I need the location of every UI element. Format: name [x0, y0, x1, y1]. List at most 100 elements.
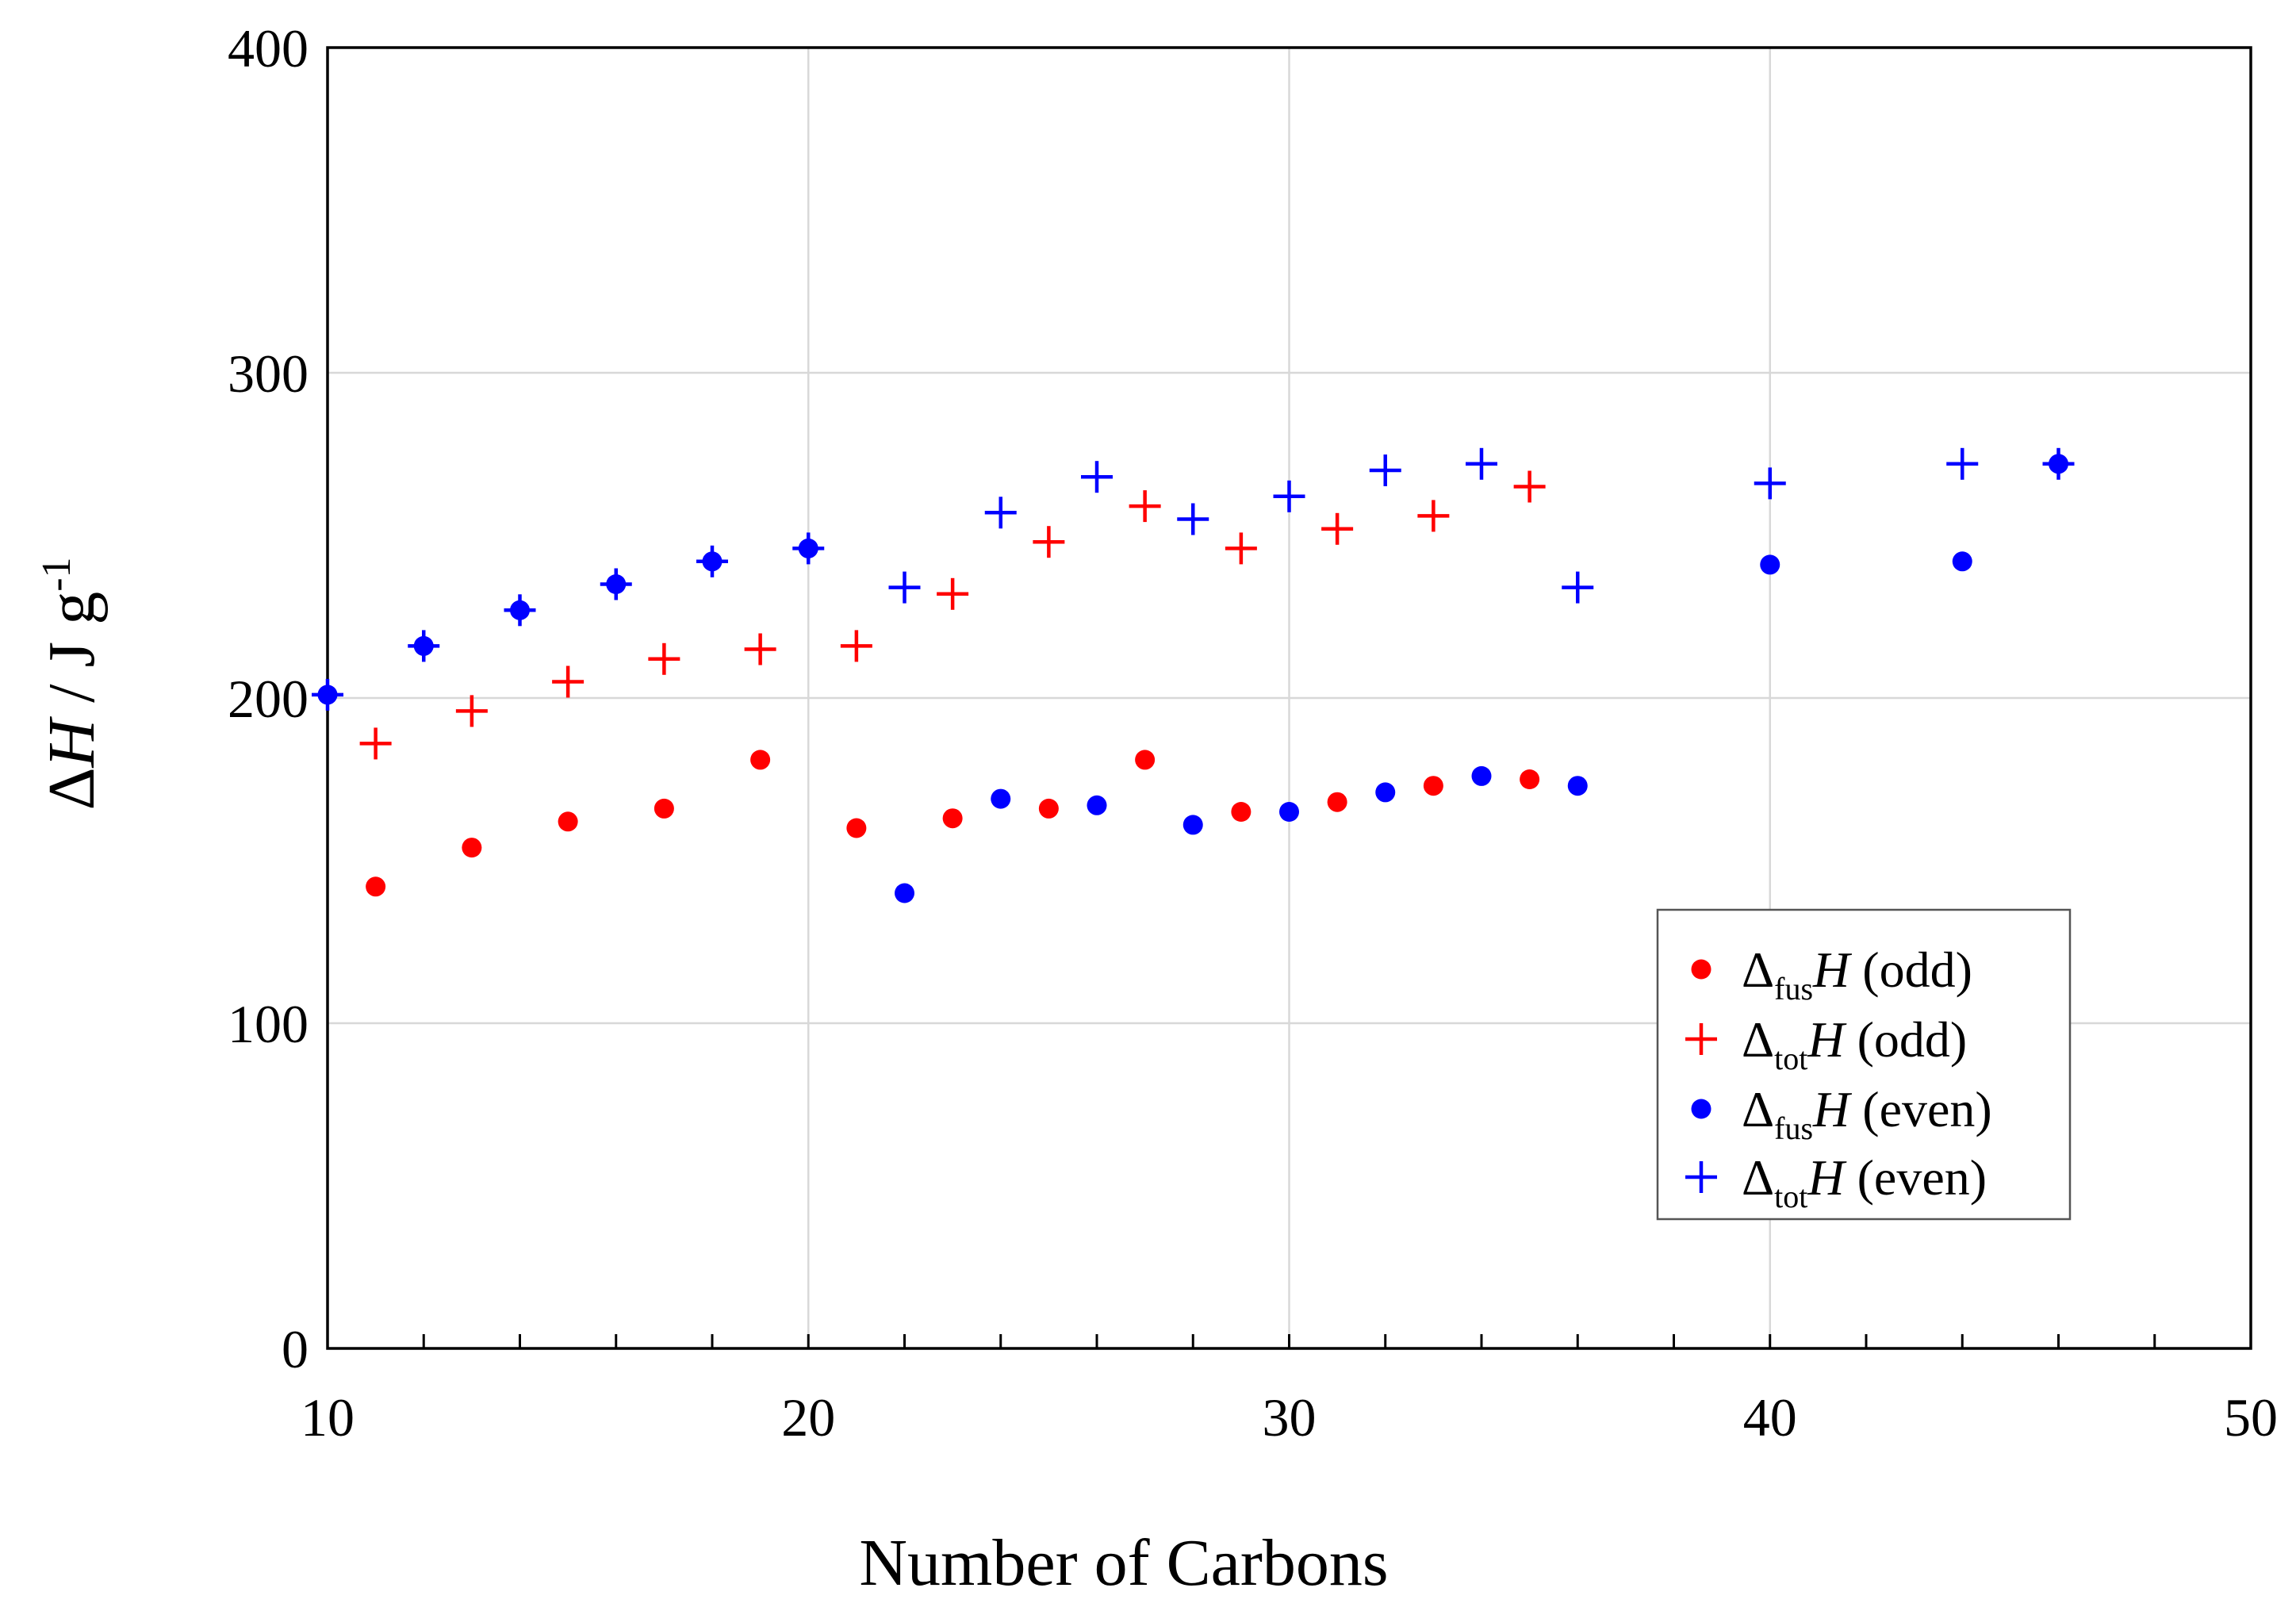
- series-1: [359, 470, 1546, 760]
- data-point: [942, 808, 963, 829]
- data-point: [984, 497, 1017, 529]
- data-point: [895, 883, 914, 903]
- legend-subscript: tot: [1774, 1041, 1807, 1076]
- data-point: [1760, 554, 1780, 575]
- y-tick-label: 0: [282, 1319, 309, 1379]
- data-point: [1273, 480, 1305, 512]
- legend-variable: H: [1812, 1081, 1853, 1137]
- legend-delta: Δ: [1742, 942, 1774, 998]
- data-point: [744, 633, 776, 665]
- legend-box: [1656, 908, 2072, 1221]
- data-point: [937, 577, 969, 610]
- y-tick-label: 300: [228, 343, 309, 404]
- data-point: [408, 630, 440, 662]
- legend-suffix: (even): [1845, 1149, 1987, 1206]
- legend-subscript: tot: [1774, 1179, 1807, 1214]
- data-point: [1417, 500, 1450, 532]
- legend-label: ΔfusH (odd): [1742, 942, 1972, 1007]
- legend-delta: Δ: [1742, 1149, 1774, 1206]
- data-point: [1327, 792, 1347, 812]
- data-point: [1423, 776, 1443, 796]
- data-point: [888, 571, 921, 604]
- legend-suffix: (odd): [1845, 1011, 1968, 1068]
- data-point: [1081, 461, 1113, 493]
- data-point: [1471, 765, 1492, 786]
- data-point: [1567, 776, 1588, 796]
- x-tick-label: 30: [1263, 1387, 1317, 1448]
- y-axis-title-exponent: -1: [34, 557, 79, 591]
- axis-ticks: [422, 1334, 2156, 1348]
- data-points: [312, 447, 2075, 903]
- data-point: [1129, 490, 1161, 523]
- data-point: [840, 630, 872, 662]
- data-point: [991, 788, 1011, 809]
- data-point: [1562, 571, 1594, 604]
- legend-variable: H: [1812, 942, 1853, 998]
- data-point: [600, 568, 632, 600]
- y-tick-label: 100: [228, 994, 309, 1054]
- series-0: [366, 750, 1540, 897]
- data-point: [1135, 750, 1156, 770]
- legend-label: ΔtotH (odd): [1742, 1011, 1967, 1076]
- x-tick-label: 10: [301, 1387, 355, 1448]
- y-axis-tick-labels: 0 100 200 300 400: [228, 18, 309, 1379]
- data-point: [750, 750, 771, 770]
- data-point: [1321, 512, 1354, 545]
- data-point: [1225, 532, 1257, 565]
- data-point: [2042, 447, 2075, 480]
- legend-delta: Δ: [1742, 1011, 1774, 1068]
- data-point: [654, 798, 674, 819]
- x-axis-tick-labels: 10 20 30 40 50: [301, 1387, 2278, 1448]
- data-point: [1520, 769, 1540, 789]
- data-point: [504, 594, 536, 627]
- legend-label: ΔfusH (even): [1742, 1081, 1992, 1146]
- data-point: [1177, 503, 1209, 535]
- data-point: [359, 727, 392, 760]
- y-tick-label: 200: [228, 669, 309, 729]
- data-point: [1231, 802, 1251, 822]
- series-3: [312, 447, 2075, 711]
- data-point: [1279, 802, 1299, 822]
- legend-suffix: (even): [1849, 1081, 1991, 1137]
- data-point: [1466, 447, 1497, 480]
- data-point: [455, 695, 488, 727]
- y-tick-label: 400: [228, 18, 309, 79]
- y-axis-title: ΔH / J g-1: [34, 557, 109, 810]
- series-2: [317, 454, 2068, 903]
- legend-label: ΔtotH (even): [1742, 1149, 1987, 1214]
- x-tick-label: 40: [1743, 1387, 1797, 1448]
- legend-marker: [1691, 1099, 1711, 1119]
- data-point: [1754, 467, 1786, 500]
- data-point: [1033, 526, 1065, 558]
- data-point: [1038, 798, 1059, 819]
- data-point: [1375, 782, 1396, 803]
- legend-subscript: fus: [1774, 971, 1813, 1007]
- data-point: [558, 811, 578, 832]
- data-point: [1182, 815, 1203, 835]
- legend: ΔfusH (odd)ΔtotH (odd)ΔfusH (even)ΔtotH …: [1656, 908, 2072, 1221]
- data-point: [462, 838, 482, 858]
- legend-marker: [1691, 959, 1711, 980]
- x-axis-title: Number of Carbons: [859, 1526, 1388, 1600]
- data-point: [648, 642, 680, 675]
- data-point: [696, 545, 728, 577]
- x-tick-label: 20: [781, 1387, 835, 1448]
- data-point: [792, 532, 825, 565]
- data-point: [366, 876, 386, 897]
- data-point: [312, 678, 343, 711]
- x-tick-label: 50: [2224, 1387, 2278, 1448]
- data-point: [1513, 470, 1546, 503]
- data-point: [1952, 551, 1972, 572]
- legend-variable: H: [1807, 1149, 1847, 1206]
- data-point: [1946, 447, 1979, 480]
- y-axis-title-variable: H: [35, 716, 109, 769]
- legend-marker: [1685, 1023, 1717, 1055]
- data-point: [846, 818, 867, 838]
- y-axis-title-unit: / J g: [35, 592, 109, 719]
- legend-suffix: (odd): [1849, 942, 1972, 998]
- y-axis-title-delta: Δ: [35, 768, 109, 811]
- data-point: [1087, 795, 1107, 815]
- legend-marker: [1685, 1161, 1717, 1193]
- data-point: [552, 665, 585, 698]
